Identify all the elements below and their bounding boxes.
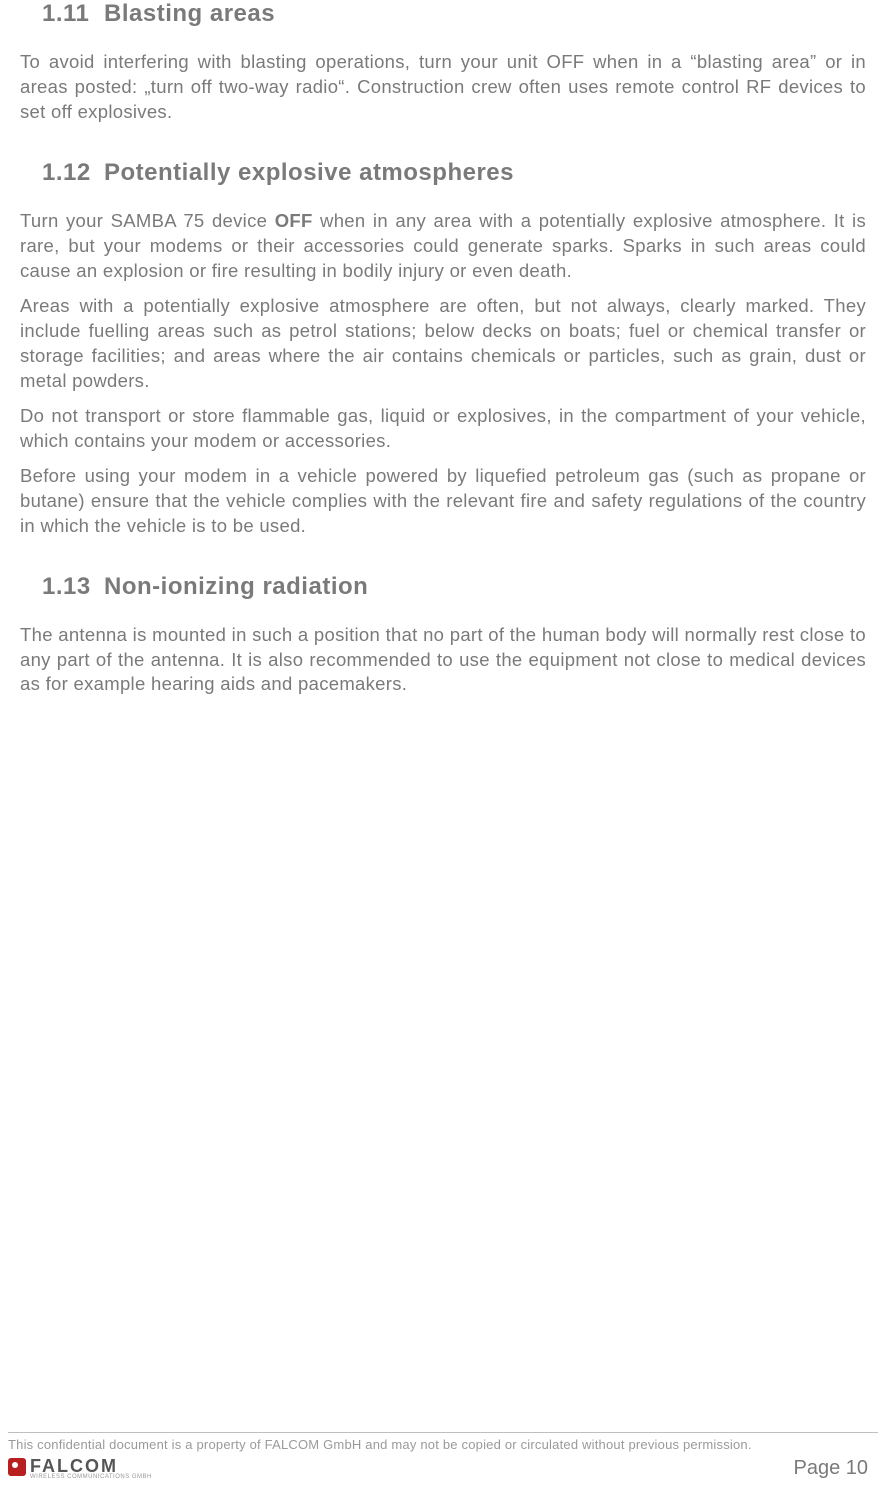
- footer-logo: FALCOM WIRELESS COMMUNICATIONS GMBH: [8, 1456, 152, 1480]
- paragraph: Turn your SAMBA 75 device OFF when in an…: [20, 209, 866, 284]
- paragraph: Do not transport or store flammable gas,…: [20, 404, 866, 454]
- heading-explosive-atmospheres: 1.12 Potentially explosive atmospheres: [42, 159, 866, 187]
- heading-number: 1.11: [42, 0, 89, 27]
- paragraph: To avoid interfering with blasting opera…: [20, 50, 866, 125]
- heading-title: Blasting areas: [104, 0, 275, 27]
- text-bold-off: OFF: [275, 210, 313, 231]
- page-number: Page 10: [793, 1457, 868, 1480]
- heading-non-ionizing: 1.13 Non-ionizing radiation: [42, 573, 866, 601]
- heading-blasting-areas: 1.11 Blasting areas: [42, 0, 866, 28]
- heading-number: 1.12: [42, 159, 91, 186]
- paragraph: The antenna is mounted in such a positio…: [20, 623, 866, 698]
- falcom-logo-tagline: WIRELESS COMMUNICATIONS GMBH: [30, 1474, 152, 1480]
- footer-confidential: This confidential document is a property…: [0, 1437, 886, 1456]
- paragraph: Areas with a potentially explosive atmos…: [20, 294, 866, 394]
- heading-title: Non-ionizing radiation: [104, 573, 368, 600]
- heading-number: 1.13: [42, 573, 91, 600]
- footer-divider: [8, 1432, 878, 1433]
- falcom-logo-icon: [8, 1458, 26, 1476]
- text-span: Turn your SAMBA 75 device: [20, 210, 275, 231]
- page-footer: This confidential document is a property…: [0, 1432, 886, 1480]
- heading-title: Potentially explosive atmospheres: [104, 159, 514, 186]
- paragraph: Before using your modem in a vehicle pow…: [20, 464, 866, 539]
